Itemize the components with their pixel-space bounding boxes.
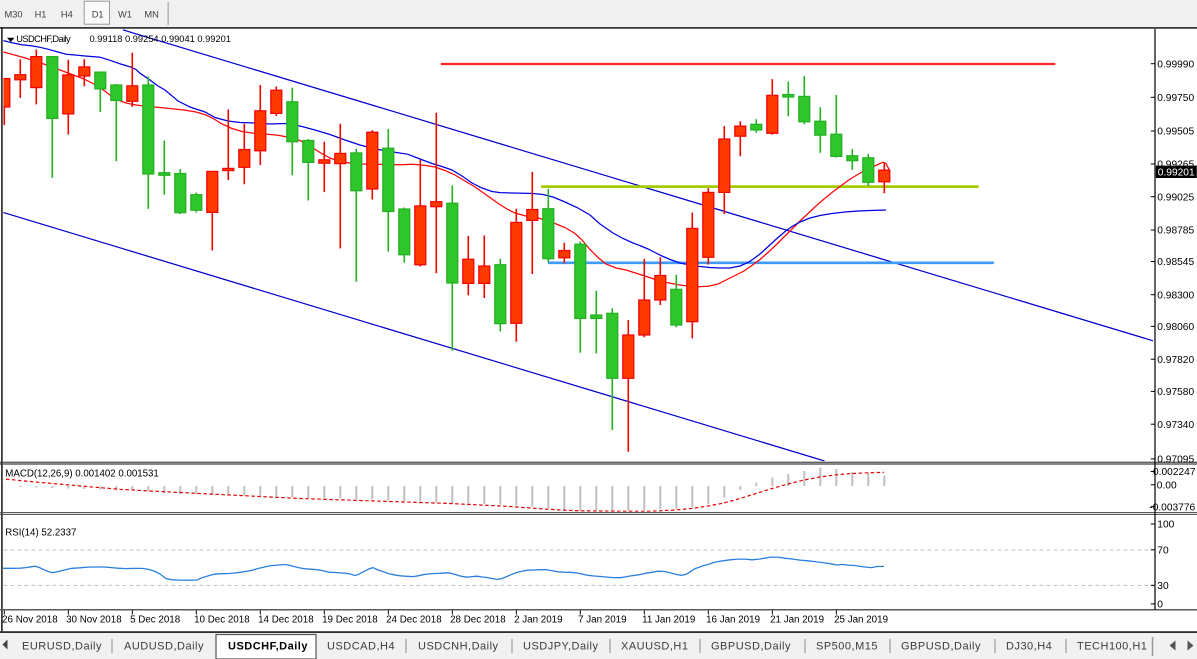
svg-text:0.97340: 0.97340 <box>1157 420 1194 431</box>
svg-text:0.99990: 0.99990 <box>1157 59 1194 70</box>
svg-text:25 Jan 2019: 25 Jan 2019 <box>834 615 888 626</box>
svg-text:26 Nov 2018: 26 Nov 2018 <box>2 615 58 626</box>
svg-text:AUDUSD,Daily: AUDUSD,Daily <box>124 641 204 653</box>
svg-text:USDCHF,Daily: USDCHF,Daily <box>228 641 308 653</box>
svg-text:GBPUSD,Daily: GBPUSD,Daily <box>901 641 981 653</box>
svg-text:RSI(14) 52.2337: RSI(14) 52.2337 <box>5 528 76 539</box>
svg-text:19 Dec 2018: 19 Dec 2018 <box>322 615 378 626</box>
svg-text:0.98785: 0.98785 <box>1157 226 1194 237</box>
svg-text:-0.003776: -0.003776 <box>1149 502 1195 513</box>
svg-text:USDCAD,H4: USDCAD,H4 <box>327 641 395 653</box>
svg-text:16 Jan 2019: 16 Jan 2019 <box>706 615 760 626</box>
svg-text:DJ30,H4: DJ30,H4 <box>1006 641 1052 653</box>
svg-text:0.98060: 0.98060 <box>1157 322 1194 333</box>
svg-text:0.002247: 0.002247 <box>1153 467 1196 478</box>
svg-text:0.97580: 0.97580 <box>1157 387 1194 398</box>
svg-text:0.98300: 0.98300 <box>1157 290 1194 301</box>
svg-text:0.99201: 0.99201 <box>1158 167 1195 178</box>
svg-text:XAUUSD,H1: XAUUSD,H1 <box>621 641 688 653</box>
svg-text:7 Jan 2019: 7 Jan 2019 <box>578 615 626 626</box>
svg-text:21 Jan 2019: 21 Jan 2019 <box>770 615 824 626</box>
svg-text:30: 30 <box>1157 581 1169 592</box>
svg-text:0.99025: 0.99025 <box>1157 192 1194 203</box>
svg-text:10 Dec 2018: 10 Dec 2018 <box>194 615 250 626</box>
svg-text:MN: MN <box>144 10 158 20</box>
svg-text:GBPUSD,Daily: GBPUSD,Daily <box>711 641 791 653</box>
svg-text:SP500,M15: SP500,M15 <box>816 641 878 653</box>
svg-text:H4: H4 <box>61 10 73 20</box>
svg-text:EURUSD,Daily: EURUSD,Daily <box>22 641 102 653</box>
svg-text:30 Nov 2018: 30 Nov 2018 <box>66 615 122 626</box>
svg-text:0.99118 0.99254 0.99041 0.9920: 0.99118 0.99254 0.99041 0.99201 <box>90 34 231 44</box>
svg-text:USDCHF,Daily: USDCHF,Daily <box>16 34 71 44</box>
svg-text:0.00: 0.00 <box>1157 481 1177 492</box>
svg-text:USDJPY,Daily: USDJPY,Daily <box>523 641 599 653</box>
svg-text:D1: D1 <box>92 10 104 20</box>
svg-text:5 Dec 2018: 5 Dec 2018 <box>130 615 181 626</box>
svg-text:TECH100,H1: TECH100,H1 <box>1077 641 1147 653</box>
svg-text:M30: M30 <box>5 10 23 20</box>
svg-text:MACD(12,26,9) 0.001402 0.00153: MACD(12,26,9) 0.001402 0.001531 <box>5 468 159 479</box>
svg-text:24 Dec 2018: 24 Dec 2018 <box>386 615 442 626</box>
svg-text:100: 100 <box>1157 520 1174 531</box>
svg-text:11 Jan 2019: 11 Jan 2019 <box>642 615 695 626</box>
svg-text:28 Dec 2018: 28 Dec 2018 <box>450 615 506 626</box>
svg-text:0.99750: 0.99750 <box>1157 93 1194 104</box>
svg-text:0.99265: 0.99265 <box>1157 160 1194 171</box>
svg-text:0.97820: 0.97820 <box>1157 355 1194 366</box>
svg-text:H1: H1 <box>35 10 47 20</box>
svg-text:0.97095: 0.97095 <box>1157 455 1194 466</box>
svg-text:0: 0 <box>1157 600 1163 611</box>
svg-text:W1: W1 <box>118 10 132 20</box>
svg-text:2 Jan 2019: 2 Jan 2019 <box>514 615 562 626</box>
svg-text:0.99505: 0.99505 <box>1157 127 1194 138</box>
svg-text:70: 70 <box>1157 546 1169 557</box>
svg-text:USDCNH,Daily: USDCNH,Daily <box>418 641 499 653</box>
svg-text:14 Dec 2018: 14 Dec 2018 <box>258 615 314 626</box>
svg-text:0.98545: 0.98545 <box>1157 257 1194 268</box>
